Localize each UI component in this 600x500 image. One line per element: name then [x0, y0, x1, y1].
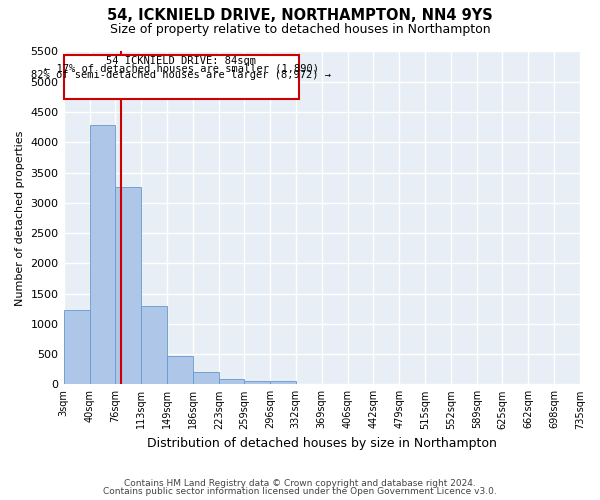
Bar	[270, 382, 296, 384]
Bar	[141, 306, 167, 384]
Bar	[244, 380, 270, 384]
Text: 54 ICKNIELD DRIVE: 84sqm: 54 ICKNIELD DRIVE: 84sqm	[106, 56, 256, 66]
Text: ← 17% of detached houses are smaller (1,890): ← 17% of detached houses are smaller (1,…	[44, 64, 319, 74]
Text: 54, ICKNIELD DRIVE, NORTHAMPTON, NN4 9YS: 54, ICKNIELD DRIVE, NORTHAMPTON, NN4 9YS	[107, 8, 493, 22]
FancyBboxPatch shape	[64, 54, 299, 98]
Text: 82% of semi-detached houses are larger (8,972) →: 82% of semi-detached houses are larger (…	[31, 70, 331, 81]
Bar	[64, 310, 89, 384]
Bar	[167, 356, 193, 384]
X-axis label: Distribution of detached houses by size in Northampton: Distribution of detached houses by size …	[147, 437, 497, 450]
Bar	[219, 378, 244, 384]
Text: Size of property relative to detached houses in Northampton: Size of property relative to detached ho…	[110, 22, 490, 36]
Text: Contains HM Land Registry data © Crown copyright and database right 2024.: Contains HM Land Registry data © Crown c…	[124, 478, 476, 488]
Bar	[193, 372, 219, 384]
Text: Contains public sector information licensed under the Open Government Licence v3: Contains public sector information licen…	[103, 487, 497, 496]
Y-axis label: Number of detached properties: Number of detached properties	[15, 130, 25, 306]
Bar	[89, 126, 115, 384]
Bar	[115, 187, 141, 384]
